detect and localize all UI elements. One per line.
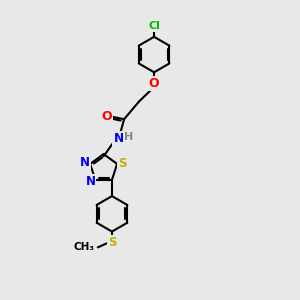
Text: H: H <box>124 132 133 142</box>
Text: O: O <box>149 77 159 90</box>
Text: S: S <box>118 158 126 170</box>
Text: N: N <box>80 156 90 169</box>
Text: N: N <box>85 175 95 188</box>
Text: CH₃: CH₃ <box>74 242 94 252</box>
Text: S: S <box>108 236 116 249</box>
Text: N: N <box>113 132 124 145</box>
Text: Cl: Cl <box>148 22 160 32</box>
Text: O: O <box>102 110 112 123</box>
